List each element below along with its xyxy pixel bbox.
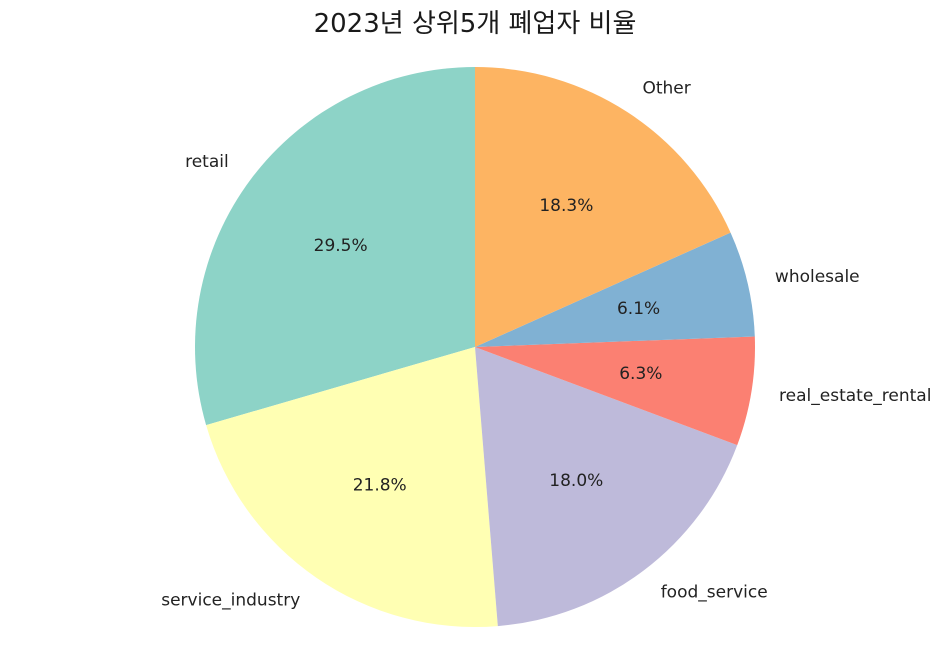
slice-label-wholesale: wholesale bbox=[775, 267, 860, 287]
slice-percent-service-industry: 21.8% bbox=[353, 475, 407, 495]
slice-label-food-service: food_service bbox=[661, 583, 768, 603]
slice-percent-real-estate-rental: 6.3% bbox=[619, 364, 662, 384]
pie-slice-real-estate-rental bbox=[475, 336, 755, 446]
slice-label-other: Other bbox=[642, 79, 690, 99]
slice-label-real-estate-rental: real_estate_rental bbox=[779, 386, 931, 406]
slice-label-service-industry: service_industry bbox=[161, 591, 300, 611]
pie-slice-wholesale bbox=[475, 232, 755, 347]
slice-label-retail: retail bbox=[185, 152, 229, 172]
slice-percent-wholesale: 6.1% bbox=[617, 299, 660, 319]
pie-labels: retail 29.5% service_industry 21.8% food_ser… bbox=[161, 79, 931, 611]
slice-percent-retail: 29.5% bbox=[314, 236, 368, 256]
slice-percent-other: 18.3% bbox=[539, 196, 593, 216]
pie-slice-retail bbox=[194, 67, 475, 426]
slice-percent-food-service: 18.0% bbox=[549, 471, 603, 491]
pie-slice-food-service bbox=[475, 347, 738, 627]
chart-title: 2023년 상위5개 폐업자 비율 bbox=[314, 9, 637, 39]
pie-slice-service-industry bbox=[206, 347, 498, 627]
pie-slices bbox=[194, 67, 755, 627]
pie-slice-other bbox=[475, 67, 731, 347]
